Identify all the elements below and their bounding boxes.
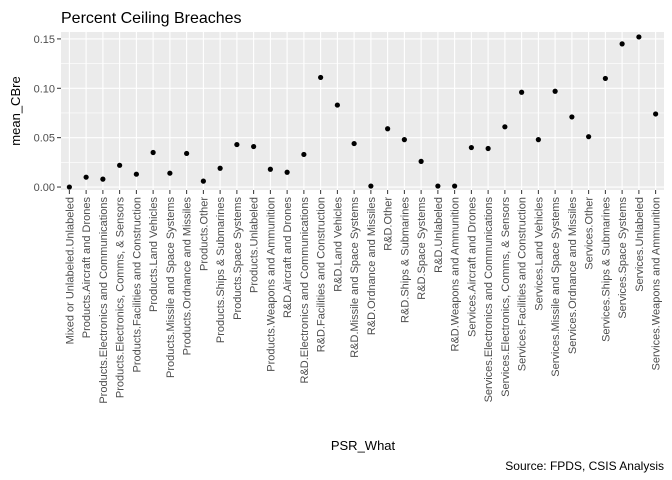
data-point — [284, 169, 290, 175]
y-axis-title: mean_CBre — [8, 76, 23, 145]
x-tick-label: Services.Missile and Space Systems — [550, 197, 562, 377]
x-tick-label: R&D.Ordnance and Missiles — [366, 197, 378, 336]
x-tick-label: R&D.Space Systems — [416, 197, 428, 300]
x-axis: Mixed or Unlabeled.Unlabeled Products.Air… — [64, 190, 663, 404]
data-point — [234, 141, 240, 148]
x-tick-label: Products.Space Systems — [232, 197, 244, 320]
data-point — [401, 137, 407, 143]
data-point — [485, 145, 491, 152]
x-tick-label: Services.Electronics and Communications — [483, 197, 495, 403]
grid-major — [61, 32, 664, 190]
data-point — [619, 41, 625, 47]
data-points — [66, 34, 659, 190]
data-point — [552, 88, 558, 94]
x-tick-label: R&D.Unlabeled — [433, 197, 445, 273]
data-point — [184, 150, 190, 157]
plot-panel — [61, 32, 664, 190]
x-tick-label: Products.Unlabeled — [249, 197, 261, 293]
data-point — [301, 151, 307, 158]
data-point — [569, 114, 575, 120]
x-tick-label: Products.Ordnance and Missiles — [182, 197, 194, 356]
x-tick-label: Services.Weapons and Ammunition — [651, 197, 663, 370]
x-tick-label: Services.Land Vehicles — [533, 197, 545, 311]
x-tick-label: Products.Ships & Submarines — [215, 197, 227, 344]
x-tick-label: Services.Ships & Submarines — [600, 197, 612, 342]
data-point — [150, 149, 156, 156]
x-tick-label: Services.Other — [584, 197, 596, 270]
data-point — [602, 75, 608, 82]
x-tick-label: Mixed or Unlabeled.Unlabeled — [64, 197, 76, 344]
data-point — [83, 174, 89, 180]
x-tick-label: Products.Facilities and Construction — [131, 197, 143, 372]
data-point — [117, 162, 123, 168]
x-tick-label: Services.Space Systems — [617, 197, 629, 319]
data-point — [452, 183, 458, 189]
x-tick-label: Products.Weapons and Ammunition — [265, 197, 277, 372]
data-point — [200, 178, 206, 184]
x-axis-title: PSR_What — [331, 438, 396, 453]
data-point — [100, 176, 106, 182]
x-tick-label: Products.Aircraft and Drones — [81, 197, 93, 339]
x-tick-label: R&D.Facilities and Construction — [316, 197, 328, 352]
data-point — [636, 34, 642, 40]
data-point — [368, 183, 374, 189]
x-tick-label: R&D.Land Vehicles — [332, 197, 344, 292]
data-point — [418, 158, 424, 164]
data-point — [318, 74, 324, 81]
data-point — [385, 126, 391, 132]
data-point — [334, 102, 340, 108]
data-point — [133, 171, 139, 177]
x-tick-label: Products.Missile and Space Systems — [165, 197, 177, 378]
x-tick-label: Services.Aircraft and Drones — [466, 197, 478, 337]
data-point — [217, 165, 223, 171]
data-point — [519, 89, 525, 95]
x-tick-label: R&D.Electronics and Communications — [299, 197, 311, 384]
x-tick-label: Products.Electronics, Comms, & Sensors — [115, 197, 127, 399]
x-tick-label: Services.Unlabeled — [634, 197, 646, 292]
data-point — [435, 183, 441, 189]
x-tick-label: Services.Ordnance and Missiles — [567, 197, 579, 355]
y-tick-label: 0.15 — [34, 34, 55, 46]
data-point — [586, 134, 592, 140]
data-point — [535, 137, 541, 143]
x-tick-label: Products.Electronics and Communications — [98, 197, 110, 404]
x-tick-label: Products.Other — [198, 197, 210, 271]
x-tick-label: R&D.Ships & Submarines — [399, 197, 411, 323]
data-point — [351, 140, 357, 147]
x-tick-label: Products.Land Vehicles — [148, 197, 160, 312]
chart-caption: Source: FPDS, CSIS Analysis — [505, 459, 664, 473]
x-tick-label: R&D.Other — [383, 197, 395, 251]
y-tick-label: 0.10 — [34, 83, 55, 95]
chart-title: Percent Ceiling Breaches — [61, 10, 242, 27]
data-point — [251, 143, 257, 150]
data-point — [66, 184, 72, 190]
data-point — [468, 144, 474, 151]
data-point — [653, 111, 659, 117]
data-point — [502, 124, 508, 130]
x-tick-label: Services.Electronics, Comms, & Sensors — [500, 197, 512, 397]
x-tick-label: R&D.Weapons and Ammunition — [450, 197, 462, 352]
y-axis: 0.00 0.05 0.10 0.15 — [34, 34, 61, 194]
y-tick-label: 0.00 — [34, 182, 55, 194]
grid-minor — [61, 63, 664, 163]
data-point — [267, 166, 273, 172]
y-tick-label: 0.05 — [34, 133, 55, 145]
x-tick-label: R&D.Missile and Space Systems — [349, 197, 361, 358]
data-point — [167, 170, 173, 176]
x-tick-label: Services.Facilities and Construction — [517, 197, 529, 371]
x-tick-label: R&D.Aircraft and Drones — [282, 197, 294, 319]
